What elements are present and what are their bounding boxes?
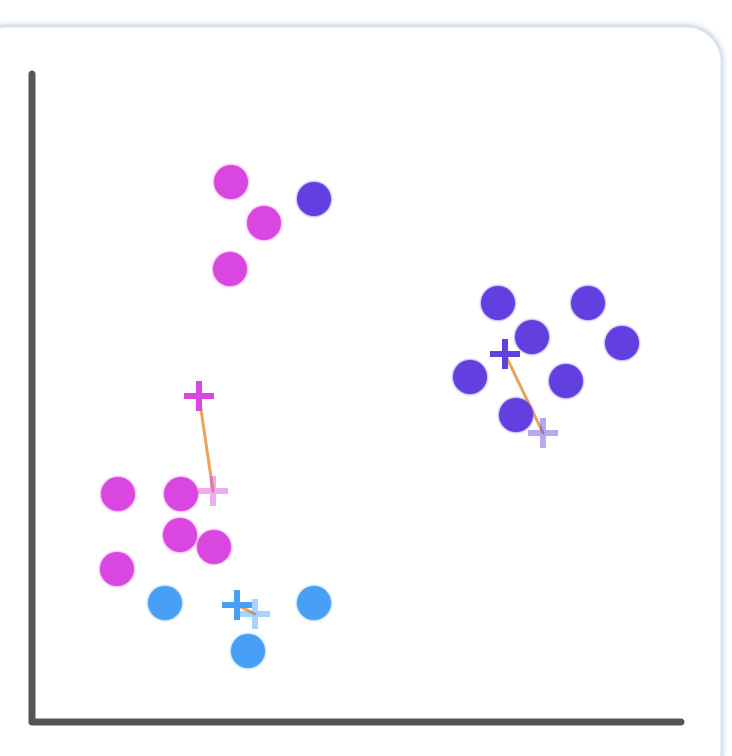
data-point-purple <box>297 182 331 216</box>
centroid-markers <box>184 339 558 629</box>
centroid-new-blue <box>240 599 270 629</box>
data-point-purple <box>549 364 583 398</box>
centroid-move-line-purple <box>503 352 545 435</box>
data-point-blue <box>148 586 182 620</box>
centroid-old-blue <box>222 590 252 620</box>
data-point-magenta <box>213 252 247 286</box>
data-point-blue <box>231 634 265 668</box>
data-point-blue <box>297 586 331 620</box>
centroid-old-purple <box>490 339 520 369</box>
data-point-magenta <box>100 552 134 586</box>
data-point-purple <box>499 398 533 432</box>
data-point-purple <box>605 326 639 360</box>
data-points <box>100 165 639 668</box>
data-point-purple <box>453 360 487 394</box>
data-point-purple <box>515 320 549 354</box>
data-point-magenta <box>214 165 248 199</box>
data-point-magenta <box>164 477 198 511</box>
data-point-purple <box>481 286 515 320</box>
centroid-new-purple <box>528 418 558 448</box>
centroid-old-magenta <box>184 381 214 411</box>
data-point-purple <box>571 286 605 320</box>
data-point-magenta <box>247 206 281 240</box>
panel-card <box>0 24 724 756</box>
centroid-move-line-magenta <box>197 394 215 493</box>
data-point-magenta <box>101 477 135 511</box>
data-point-magenta <box>197 530 231 564</box>
data-point-magenta <box>163 518 197 552</box>
centroid-new-magenta <box>198 476 228 506</box>
